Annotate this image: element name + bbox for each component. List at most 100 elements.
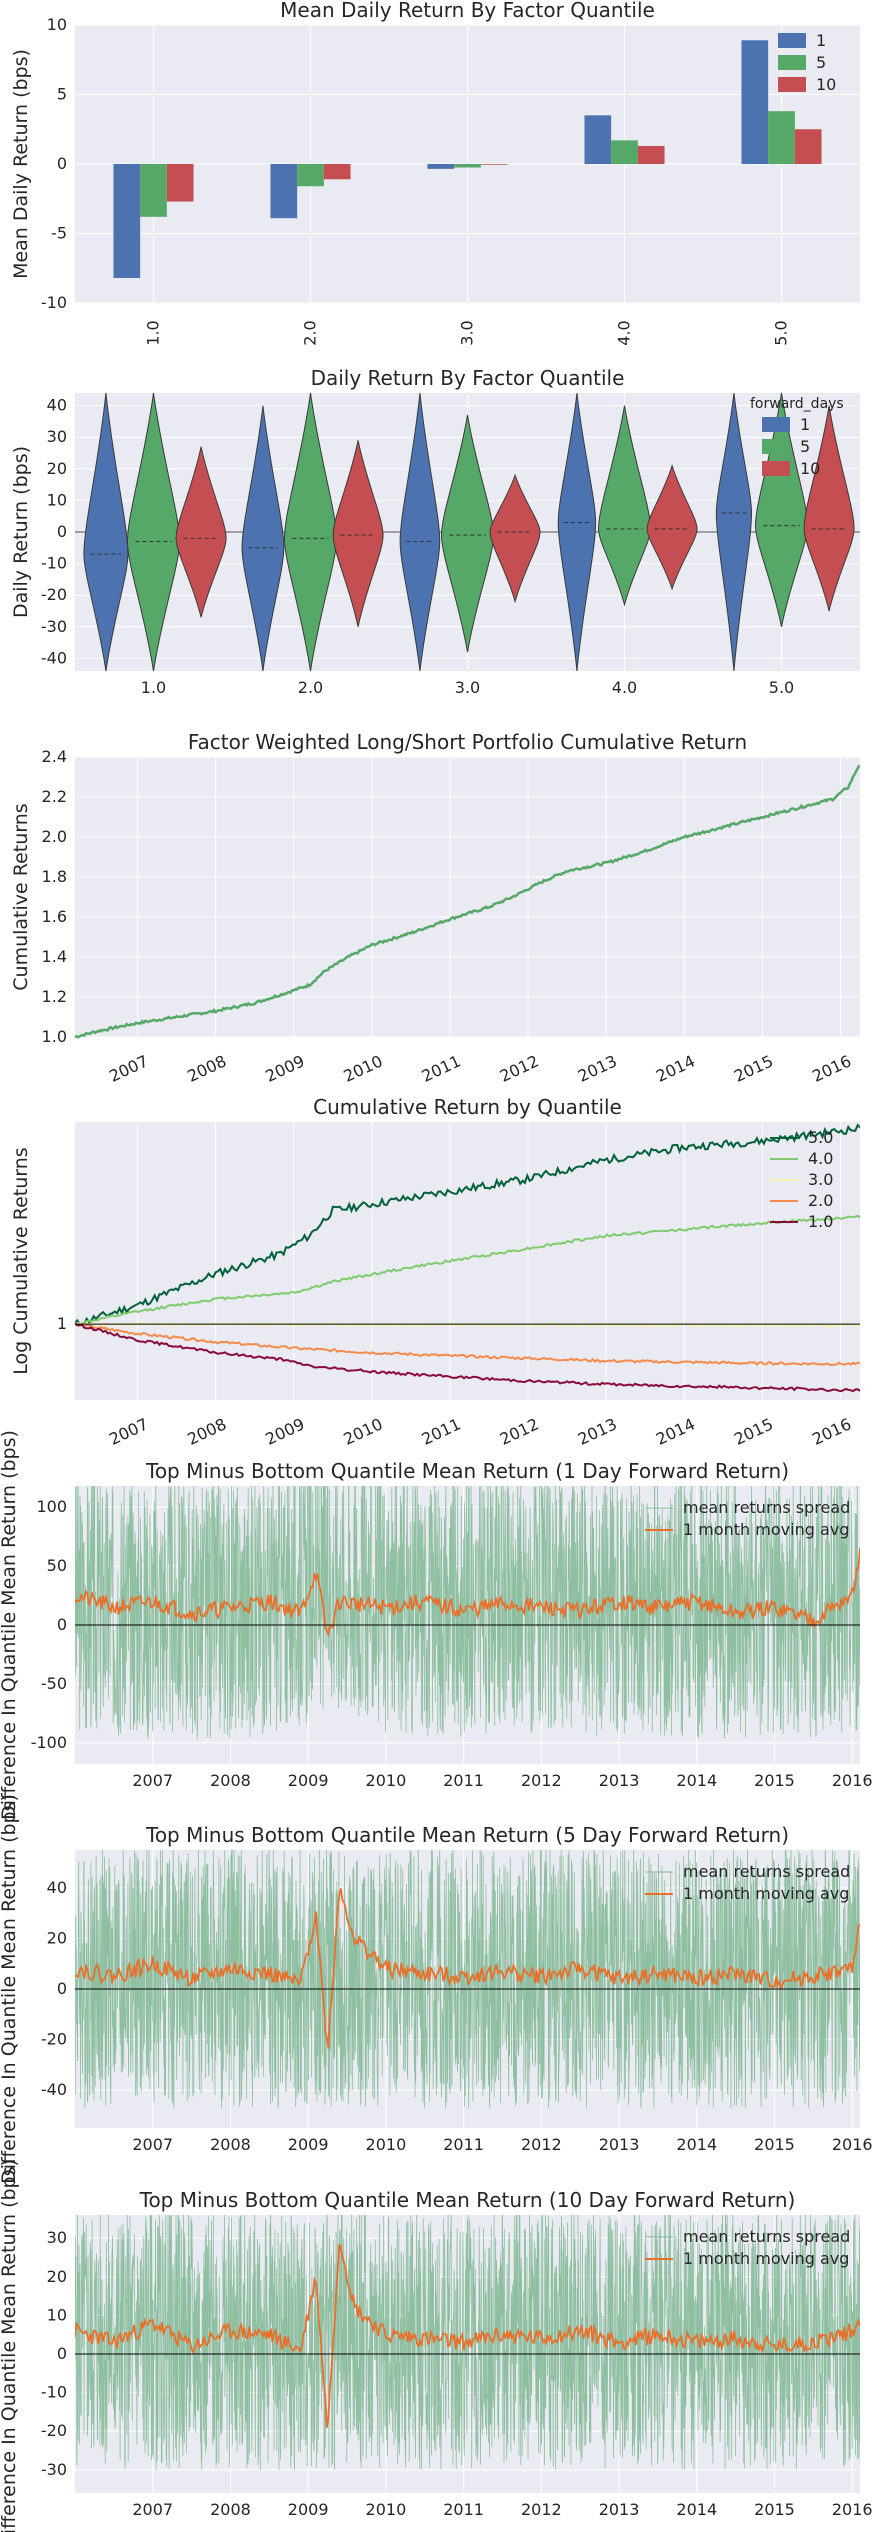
violin-series-10-3.0 bbox=[489, 473, 541, 604]
violin-series-5-3.0 bbox=[440, 415, 495, 653]
y-tick-label: -10 bbox=[41, 293, 67, 312]
x-tick-label: 2007 bbox=[132, 2500, 173, 2519]
y-tick-label: 0 bbox=[57, 154, 67, 173]
plot-area bbox=[75, 1122, 860, 1400]
violin-series-1-5.0 bbox=[715, 392, 753, 672]
x-tick-label: 2008 bbox=[210, 2500, 251, 2519]
x-tick-label: 2015 bbox=[754, 2135, 795, 2154]
legend-swatch bbox=[762, 439, 790, 454]
y-tick-label: -30 bbox=[41, 617, 67, 636]
legend-swatch bbox=[778, 33, 806, 48]
x-tick-label: 2008 bbox=[210, 1771, 251, 1790]
bar-series-10-5.0 bbox=[794, 129, 822, 164]
x-tick-label: 5.0 bbox=[769, 678, 794, 697]
x-tick-label: 2012 bbox=[521, 1771, 562, 1790]
violin-series-10-4.0 bbox=[646, 463, 698, 591]
x-tick-label: 2016 bbox=[809, 1414, 854, 1448]
x-tick-label: 2010 bbox=[341, 1051, 386, 1085]
bar-series-1-1.0 bbox=[113, 164, 141, 278]
y-tick-label: 1 bbox=[57, 1314, 67, 1333]
legend-label: 5 bbox=[800, 437, 810, 456]
x-tick-label: 2014 bbox=[653, 1414, 698, 1448]
y-tick-label: 1.2 bbox=[42, 987, 67, 1006]
legend-label: 1 bbox=[800, 415, 810, 434]
y-tick-label: -20 bbox=[41, 585, 67, 604]
violin-series-10-5.0 bbox=[803, 405, 855, 612]
x-tick-label: 2015 bbox=[754, 1771, 795, 1790]
moving-average-line bbox=[75, 1547, 860, 1637]
chart-title: Mean Daily Return By Factor Quantile bbox=[280, 0, 655, 22]
y-tick-label: 40 bbox=[47, 396, 67, 415]
y-tick-label: -40 bbox=[41, 648, 67, 667]
chart-title: Factor Weighted Long/Short Portfolio Cum… bbox=[188, 730, 747, 754]
legend-label: 5 bbox=[816, 53, 826, 72]
bar-series-1-2.0 bbox=[270, 164, 298, 219]
quantile-line-2.0 bbox=[75, 1322, 860, 1367]
moving-average-line bbox=[75, 2244, 860, 2428]
x-tick-label: 2.0 bbox=[301, 320, 320, 345]
x-tick-label: 4.0 bbox=[615, 320, 634, 345]
y-tick-label: 0 bbox=[57, 2344, 67, 2363]
y-tick-label: 10 bbox=[47, 15, 67, 34]
x-tick-label: 4.0 bbox=[612, 678, 637, 697]
bar-series-1-5.0 bbox=[741, 40, 769, 164]
violin-series-5-1.0 bbox=[126, 392, 181, 672]
y-tick-label: 0 bbox=[57, 1615, 67, 1634]
mean-returns-spread-line bbox=[75, 2215, 860, 2471]
bar-series-10-3.0 bbox=[480, 164, 508, 165]
y-tick-label: -10 bbox=[41, 2383, 67, 2402]
x-tick-label: 2009 bbox=[288, 2500, 329, 2519]
violin-series-1-4.0 bbox=[557, 392, 597, 672]
y-tick-label: 20 bbox=[47, 459, 67, 478]
violin-series-1-2.0 bbox=[241, 405, 285, 672]
chart-panel-1: Mean Daily Return By Factor Quantile Mean… bbox=[10, 0, 860, 346]
quantile-line-5.0 bbox=[75, 1123, 860, 1327]
x-tick-label: 2009 bbox=[288, 1771, 329, 1790]
x-tick-label: 2008 bbox=[184, 1051, 229, 1085]
x-tick-label: 2014 bbox=[653, 1051, 698, 1085]
y-tick-label: -50 bbox=[41, 1674, 67, 1693]
chart-title: Top Minus Bottom Quantile Mean Return (1… bbox=[145, 1459, 789, 1483]
y-axis-label: Log Cumulative Returns bbox=[10, 1147, 32, 1374]
bar-series-10-1.0 bbox=[166, 164, 194, 202]
chart-panel-5: Top Minus Bottom Quantile Mean Return (1… bbox=[0, 1430, 873, 1820]
y-tick-label: 10 bbox=[47, 490, 67, 509]
x-tick-label: 2011 bbox=[419, 1414, 464, 1448]
bar-series-1-3.0 bbox=[427, 164, 455, 169]
x-tick-label: 2014 bbox=[676, 2135, 717, 2154]
x-tick-label: 2009 bbox=[262, 1051, 307, 1085]
y-axis-label: Difference In Quantile Mean Return (bps) bbox=[0, 2159, 20, 2532]
legend-label: 1.0 bbox=[808, 1212, 833, 1231]
legend-label: 2.0 bbox=[808, 1191, 833, 1210]
violin-series-1-3.0 bbox=[399, 392, 441, 672]
y-tick-label: 0 bbox=[57, 522, 67, 541]
x-tick-label: 2015 bbox=[754, 2500, 795, 2519]
x-tick-label: 2015 bbox=[731, 1414, 776, 1448]
bar-series-10-4.0 bbox=[637, 145, 665, 164]
x-tick-label: 2011 bbox=[443, 2135, 484, 2154]
x-tick-label: 2013 bbox=[575, 1051, 620, 1085]
x-tick-label: 2008 bbox=[210, 2135, 251, 2154]
bar-series-10-2.0 bbox=[323, 164, 351, 180]
chart-panel-4: Cumulative Return by Quantile Log Cumulat… bbox=[10, 1095, 860, 1449]
bar-series-5-2.0 bbox=[297, 164, 324, 187]
violin-series-5-4.0 bbox=[597, 405, 652, 607]
y-tick-label: 2.2 bbox=[42, 787, 67, 806]
quantile-line-1.0 bbox=[75, 1322, 860, 1393]
x-tick-label: 2007 bbox=[132, 2135, 173, 2154]
legend-label: 1 month moving avg bbox=[683, 1520, 849, 1539]
y-axis-label: Cumulative Returns bbox=[10, 803, 32, 990]
bar-series-5-4.0 bbox=[611, 140, 638, 164]
legend-swatch bbox=[778, 55, 806, 70]
y-tick-label: 1.8 bbox=[42, 867, 67, 886]
mean-returns-spread-line bbox=[75, 1486, 860, 1740]
y-tick-label: -10 bbox=[41, 554, 67, 573]
y-tick-label: 20 bbox=[47, 2267, 67, 2286]
x-tick-label: 2013 bbox=[599, 2500, 640, 2519]
y-tick-label: 30 bbox=[47, 2228, 67, 2247]
x-tick-label: 5.0 bbox=[772, 320, 791, 345]
chart-panel-2: Daily Return By Factor Quantile Daily Ret… bbox=[10, 366, 860, 697]
y-tick-label: 1.4 bbox=[42, 947, 67, 966]
x-tick-label: 2009 bbox=[262, 1414, 307, 1448]
